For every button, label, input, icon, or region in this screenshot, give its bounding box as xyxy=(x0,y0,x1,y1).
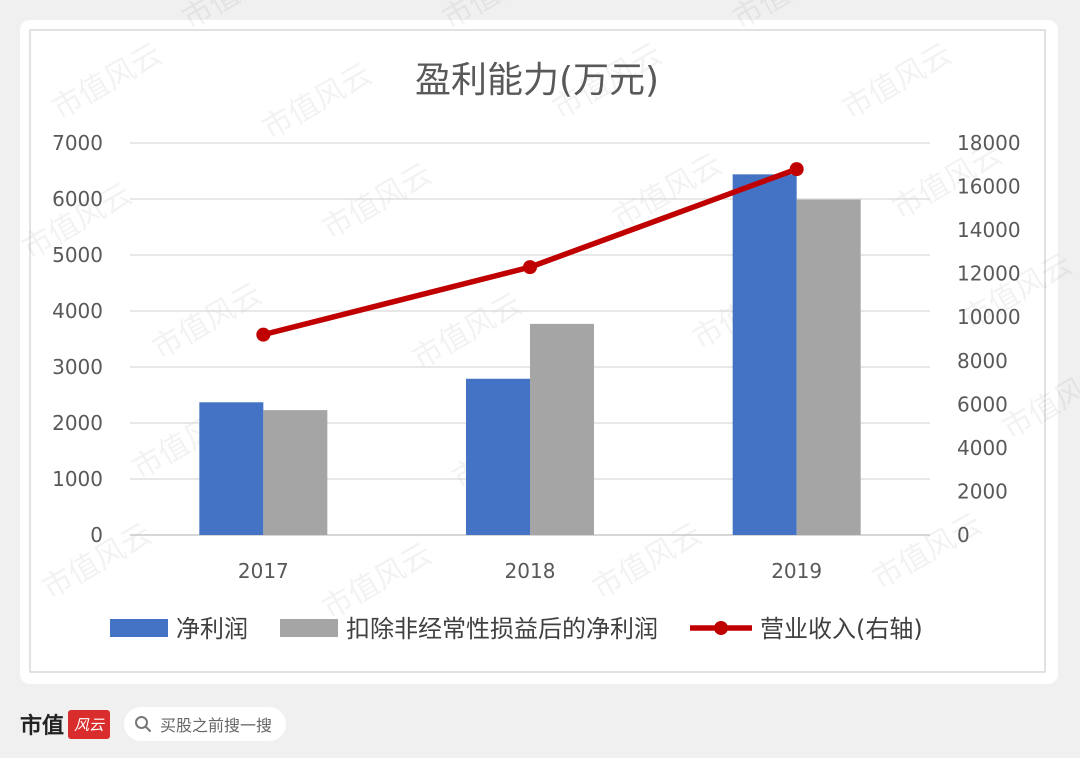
y-left-tick-label: 4000 xyxy=(52,299,103,323)
legend-item: 扣除非经常性损益后的净利润 xyxy=(280,615,658,643)
y-right-tick-label: 0 xyxy=(957,523,970,547)
bar-2017-deducted-net-profit xyxy=(263,410,328,535)
watermark-text: 市值风云 xyxy=(727,0,848,37)
watermark-text: 市值风云 xyxy=(997,357,1080,447)
watermark-text: 市值风云 xyxy=(47,37,168,127)
revenue-point xyxy=(256,327,271,342)
watermark-text: 市值风云 xyxy=(407,287,528,377)
x-tick-label: 2017 xyxy=(238,559,289,583)
legend-item: 净利润 xyxy=(110,615,248,643)
line-series xyxy=(256,162,804,342)
y-right-tick-label: 16000 xyxy=(957,175,1021,199)
y-left-tick-label: 0 xyxy=(90,523,103,547)
legend-swatch xyxy=(280,619,338,637)
bar-2018-deducted-net-profit xyxy=(530,323,594,535)
watermark-text: 市值风云 xyxy=(317,157,438,247)
watermark-text: 市值风云 xyxy=(437,0,558,37)
revenue-point xyxy=(789,162,804,177)
watermark-text: 市值风云 xyxy=(837,37,958,127)
search-placeholder: 买股之前搜一搜 xyxy=(160,716,273,735)
y-left-tick-label: 3000 xyxy=(52,355,103,379)
legend-label: 营业收入(右轴) xyxy=(760,615,923,643)
y-left-tick-label: 5000 xyxy=(52,243,103,267)
y-right-tick-label: 8000 xyxy=(957,349,1008,373)
bar-2019-net-profit xyxy=(732,174,797,536)
watermark-text: 市值风云 xyxy=(317,537,438,627)
legend: 净利润 扣除非经常性损益后的净利润 营业收入(右轴) xyxy=(110,615,923,643)
y-right-tick-label: 12000 xyxy=(957,262,1021,286)
y-right-tick-label: 2000 xyxy=(957,479,1008,503)
legend-label: 净利润 xyxy=(176,615,248,643)
revenue-point xyxy=(523,260,537,275)
watermark-text: 市值风云 xyxy=(607,147,728,237)
y-left-tick-label: 7000 xyxy=(52,131,103,155)
chart-border xyxy=(29,29,1046,673)
y-left-tick-label: 1000 xyxy=(52,467,103,491)
y-axis-right: 0 2000 4000 6000 8000 10000 12000 14000 16000 180… xyxy=(957,131,1021,547)
y-left-tick-label: 6000 xyxy=(52,187,103,211)
bar-2017-net-profit xyxy=(199,402,264,535)
y-axis-left: 0 1000 2000 3000 4000 5000 6000 7000 xyxy=(52,131,103,547)
x-tick-label: 2018 xyxy=(505,559,556,583)
search-bar[interactable]: 买股之前搜一搜 xyxy=(124,707,287,741)
x-tick-label: 2019 xyxy=(771,559,822,583)
y-right-tick-label: 10000 xyxy=(957,305,1021,329)
y-right-tick-label: 18000 xyxy=(957,131,1021,155)
legend-item: 营业收入(右轴) xyxy=(690,615,923,643)
y-right-tick-label: 4000 xyxy=(957,436,1008,460)
watermark-text: 市值风云 xyxy=(587,517,708,607)
chart-title: 盈利能力(万元) xyxy=(415,60,659,101)
legend-swatch-marker xyxy=(714,621,728,635)
search-icon xyxy=(135,716,152,732)
legend-swatch xyxy=(110,619,168,637)
y-left-tick-label: 2000 xyxy=(52,411,103,435)
watermark-text: 市值风云 xyxy=(257,57,378,147)
watermark-text: 市值风云 xyxy=(867,507,988,597)
footer: 市值 风云 买股之前搜一搜 xyxy=(20,700,620,748)
y-right-tick-label: 6000 xyxy=(957,392,1008,416)
bar-2019-deducted-net-profit xyxy=(796,199,861,535)
brand-logo: 风云 xyxy=(68,709,111,739)
y-right-tick-label: 14000 xyxy=(957,218,1021,242)
legend-label: 扣除非经常性损益后的净利润 xyxy=(346,615,658,643)
watermark-text: 市值风云 xyxy=(177,0,298,37)
watermark-text: 市值风云 xyxy=(147,277,268,367)
bar-2018-net-profit xyxy=(466,378,530,535)
x-axis: 2017 2018 2019 xyxy=(238,559,822,583)
bar-series xyxy=(199,174,861,536)
brand-name: 市值 xyxy=(20,713,65,739)
